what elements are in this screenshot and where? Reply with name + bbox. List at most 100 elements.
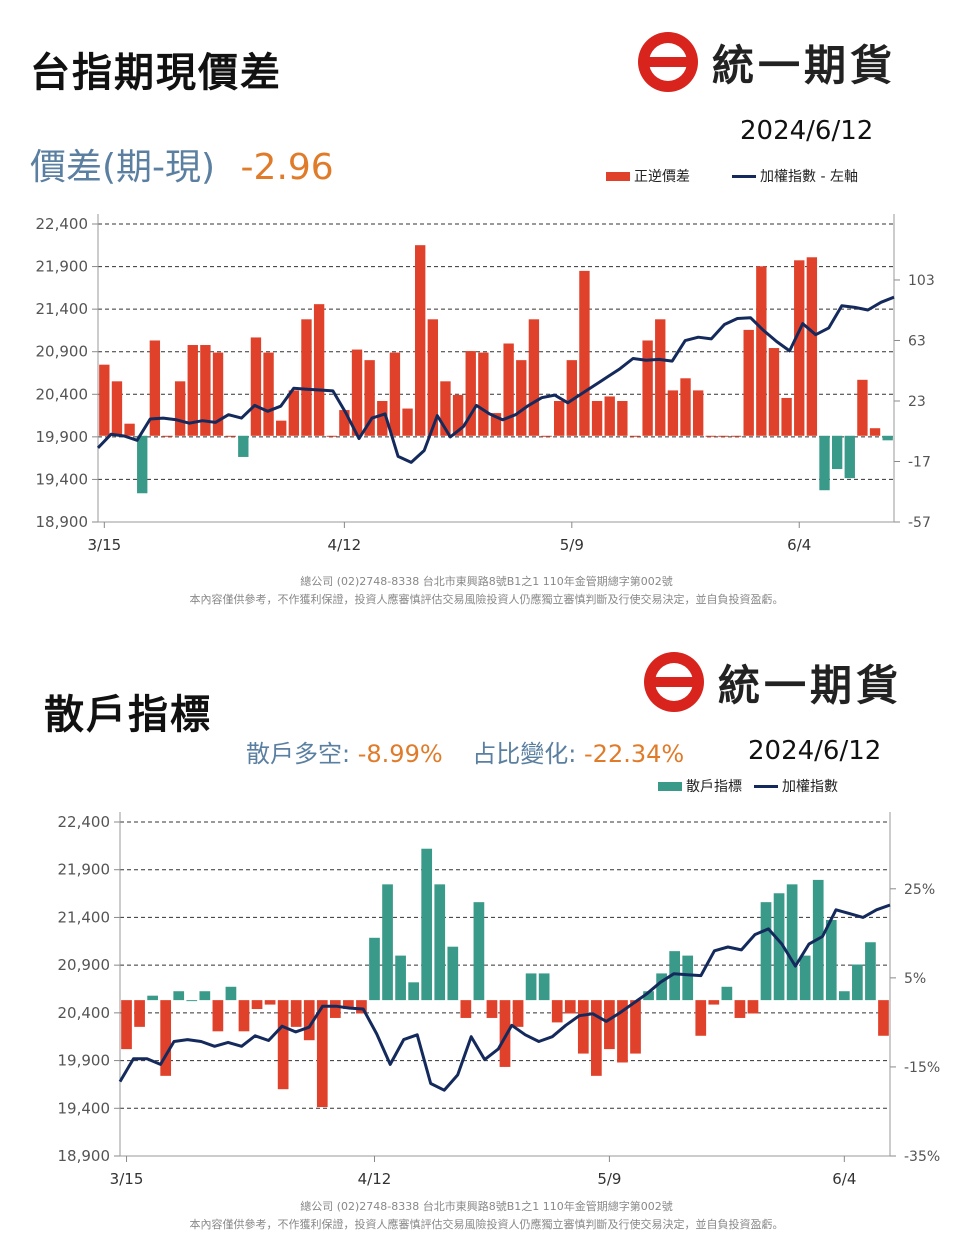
y-right-tick-label: -17	[908, 454, 931, 470]
legend-bar-swatch	[658, 781, 682, 791]
bar	[857, 379, 868, 436]
bar	[503, 343, 514, 436]
bar	[124, 423, 135, 436]
top-legend: 正逆價差 加權指數 - 左軸	[606, 166, 858, 186]
bottom-chart-title: 散戶指標	[44, 692, 212, 738]
bar	[434, 884, 446, 1001]
bar	[427, 319, 439, 436]
legend-line-swatch	[732, 174, 756, 178]
bar	[395, 955, 406, 1001]
x-tick-label: 3/15	[87, 536, 121, 554]
bar	[290, 1000, 302, 1027]
retail-ls-label: 散戶多空:	[246, 740, 351, 768]
bar	[200, 345, 211, 436]
y-left-tick-label: 21,900	[36, 258, 89, 276]
y-right-tick-label: 23	[908, 394, 926, 410]
y-right-tick-label: 25%	[904, 882, 935, 898]
bar	[187, 345, 198, 436]
y-left-tick-label: 20,400	[36, 385, 89, 403]
y-left-tick-label: 19,900	[36, 428, 89, 446]
top-date: 2024/6/12	[740, 116, 874, 146]
y-left-tick-label: 20,900	[36, 343, 89, 361]
uni-president-logo-icon	[644, 652, 704, 712]
y-left-tick-label: 18,900	[36, 513, 89, 531]
bar	[263, 352, 274, 436]
bar	[617, 400, 628, 436]
bar	[212, 352, 224, 436]
bar	[708, 1000, 720, 1005]
bar	[577, 1000, 589, 1054]
y-right-tick-label: 103	[908, 273, 935, 289]
bottom-disclaimer-1: 總公司 (02)2748-8338 台北市東興路8號B1之1 110年金管期總字…	[300, 1200, 673, 1213]
bar	[288, 390, 300, 436]
bar	[225, 435, 236, 437]
y-left-tick-label: 18,900	[58, 1147, 111, 1165]
bar	[768, 348, 780, 436]
legend-line-label: 加權指數 - 左軸	[760, 169, 858, 185]
bar	[186, 1000, 198, 1002]
bar	[339, 410, 350, 436]
y-left-tick-label: 19,900	[58, 1052, 111, 1070]
bar	[147, 995, 158, 1001]
bar	[369, 937, 380, 1001]
bar	[806, 257, 818, 436]
bar	[486, 1000, 498, 1018]
bar	[225, 986, 237, 1001]
bar	[692, 390, 704, 436]
index-line	[118, 903, 891, 1092]
y-left-tick-label: 19,400	[36, 470, 89, 488]
bar	[734, 1000, 746, 1018]
bar	[852, 964, 863, 1001]
bar	[756, 266, 767, 436]
bar	[250, 337, 262, 436]
bar	[402, 408, 413, 436]
bar	[604, 1000, 615, 1050]
bar	[656, 973, 667, 1001]
legend-bar-swatch	[606, 171, 630, 181]
bar	[541, 435, 552, 437]
bar	[238, 435, 249, 457]
brand-name: 統一期貨	[718, 660, 903, 710]
bar	[743, 329, 754, 436]
bar	[408, 982, 419, 1001]
bar	[343, 1000, 354, 1010]
x-tick-label: 3/15	[110, 1170, 144, 1188]
bar	[199, 991, 211, 1001]
bar	[465, 351, 476, 436]
bar	[382, 884, 393, 1001]
bar	[277, 1000, 289, 1090]
y-right-tick-label: 5%	[904, 971, 926, 987]
bar	[421, 848, 433, 1001]
bar	[844, 435, 855, 479]
bottom-legend: 散戶指標 加權指數	[658, 776, 838, 796]
retail-indicator-chart: 18,900 19,400 19,900 20,400 20,900 21,400 21,9…	[58, 812, 940, 1188]
spread-chart: 18,900 19,400 19,900 20,400 20,900 21,400 21,9…	[36, 214, 935, 554]
y-left-tick-label: 21,400	[36, 300, 89, 318]
brand-name: 統一期貨	[712, 40, 897, 90]
y-right-tick-label: -57	[908, 515, 931, 531]
x-tick-label: 6/4	[832, 1170, 856, 1188]
bar	[134, 1000, 145, 1027]
bar	[326, 435, 337, 437]
bar	[301, 319, 312, 436]
bar	[149, 340, 161, 436]
x-tick-label: 4/12	[328, 536, 362, 554]
bar	[655, 319, 666, 436]
y-left-tick-label: 21,400	[58, 908, 111, 926]
x-tick-label: 6/4	[787, 536, 811, 554]
bar	[356, 1000, 367, 1014]
x-tick-label: 5/9	[560, 536, 584, 554]
bar	[490, 413, 502, 436]
x-tick-label: 5/9	[597, 1170, 621, 1188]
bar	[799, 955, 811, 1001]
bar	[121, 1000, 132, 1050]
bar	[591, 1000, 602, 1076]
bar	[447, 946, 459, 1001]
bar	[579, 270, 590, 436]
bar	[460, 1000, 472, 1018]
bar	[794, 260, 805, 436]
bar	[642, 340, 653, 436]
bar	[538, 973, 550, 1001]
bar	[351, 349, 363, 436]
bar	[786, 884, 798, 1001]
